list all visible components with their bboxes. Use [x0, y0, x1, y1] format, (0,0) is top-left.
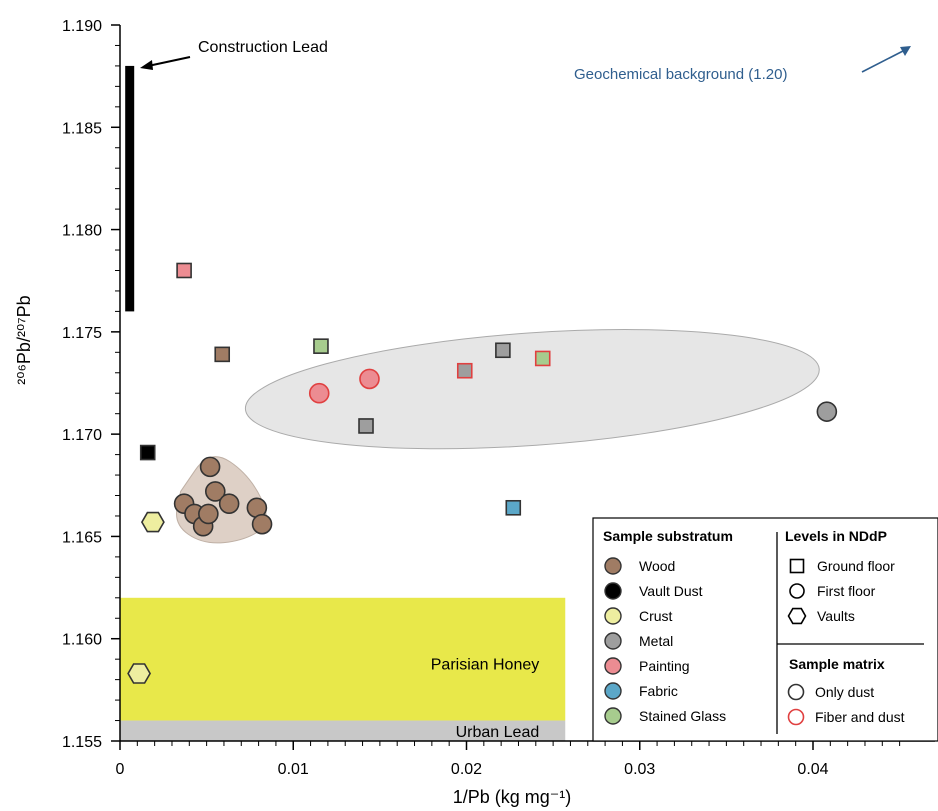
band-parisian-honey [120, 597, 566, 721]
legend-swatch [604, 632, 622, 650]
y-tick-label: 1.185 [62, 120, 102, 137]
data-point-crust [127, 663, 152, 684]
bands-layer: Parisian Honey Urban Lead [120, 597, 566, 741]
legend-substratum-title: Sample substratum [603, 528, 733, 544]
x-tick-label: 0 [116, 761, 125, 778]
data-point-wood [214, 346, 231, 363]
x-tick-label: 0.01 [278, 761, 309, 778]
parisian-honey-label: Parisian Honey [431, 656, 540, 673]
x-tick-label: 0.04 [797, 761, 828, 778]
data-point-wood [251, 513, 273, 535]
geochemical-background-layer: Geochemical background (1.20) [574, 46, 911, 83]
legend-swatch [604, 607, 622, 625]
y-tick-label: 1.175 [62, 325, 102, 342]
legend-matrix-marker [787, 708, 805, 726]
points-layer [127, 262, 838, 684]
y-tick-label: 1.180 [62, 223, 102, 240]
data-point-metal [816, 401, 838, 422]
legend-swatch [604, 657, 622, 675]
data-point-stained-glass [534, 350, 551, 367]
data-point-painting [359, 368, 380, 390]
construction-lead-arrowhead [140, 60, 153, 70]
x-tick-label: 0.02 [451, 761, 482, 778]
construction-lead-layer: Construction Lead [125, 39, 328, 312]
geochemical-background-arrow [861, 50, 904, 73]
y-tick-label: 1.160 [62, 632, 102, 649]
legend-substratum-label: Stained Glass [639, 708, 726, 724]
legend: Sample substratum Wood Vault Dust Crust Meta… [592, 517, 938, 742]
data-point-fabric [505, 499, 522, 516]
data-point-wood [198, 503, 219, 525]
construction-lead-arrow [147, 56, 191, 67]
legend-substratum-label: Vault Dust [639, 583, 703, 599]
urban-lead-label: Urban Lead [456, 724, 540, 741]
legend-substratum-label: Crust [639, 608, 673, 624]
construction-lead-label: Construction Lead [198, 39, 328, 56]
data-point-metal [358, 418, 374, 434]
geochemical-background-label: Geochemical background (1.20) [574, 66, 787, 83]
x-axis-label: 1/Pb (kg mg⁻¹) [453, 787, 572, 807]
y-axis-label: ²⁰⁶Pb/²⁰⁷Pb [14, 295, 34, 384]
legend-substratum-label: Metal [639, 633, 673, 649]
y-tick-label: 1.155 [62, 734, 102, 751]
data-point-wood [204, 481, 226, 502]
legend-level-marker [789, 558, 805, 574]
legend-substratum-label: Painting [639, 658, 690, 674]
data-point-metal [456, 362, 473, 379]
metal-painting-region [244, 329, 820, 450]
legend-swatch [604, 682, 622, 700]
x-tick-label: 0.03 [624, 761, 655, 778]
legend-substratum-label: Fabric [639, 683, 678, 699]
legend-matrix-marker [787, 683, 805, 701]
legend-level-marker [787, 607, 807, 625]
legend-level-label: Ground floor [817, 558, 895, 574]
legend-level-label: First floor [817, 583, 876, 599]
data-point-painting [308, 382, 330, 404]
legend-swatch [604, 582, 622, 600]
y-tick-label: 1.170 [62, 427, 102, 444]
data-point-wood [218, 493, 240, 514]
data-point-metal [495, 342, 511, 359]
legend-level-marker [789, 583, 805, 599]
data-point-vault-dust [139, 444, 156, 461]
data-point-crust [140, 511, 165, 533]
legend-substratum-label: Wood [639, 558, 675, 574]
legend-level-label: Vaults [817, 608, 855, 624]
data-point-stained-glass [313, 338, 329, 354]
legend-box [592, 517, 938, 742]
y-tick-label: 1.165 [62, 529, 102, 546]
legend-swatch [604, 707, 622, 725]
data-point-painting [176, 262, 192, 279]
y-tick-label: 1.190 [62, 18, 102, 35]
legend-matrix-label: Only dust [815, 684, 874, 700]
legend-levels-title: Levels in NDdP [785, 528, 887, 544]
legend-matrix-label: Fiber and dust [815, 709, 905, 725]
band-urban-lead [120, 720, 566, 741]
legend-swatch [604, 557, 622, 575]
geochemical-background-arrowhead [900, 46, 911, 56]
data-point-wood [199, 456, 221, 478]
construction-lead-bar [125, 65, 135, 312]
legend-matrix-title: Sample matrix [789, 656, 885, 672]
